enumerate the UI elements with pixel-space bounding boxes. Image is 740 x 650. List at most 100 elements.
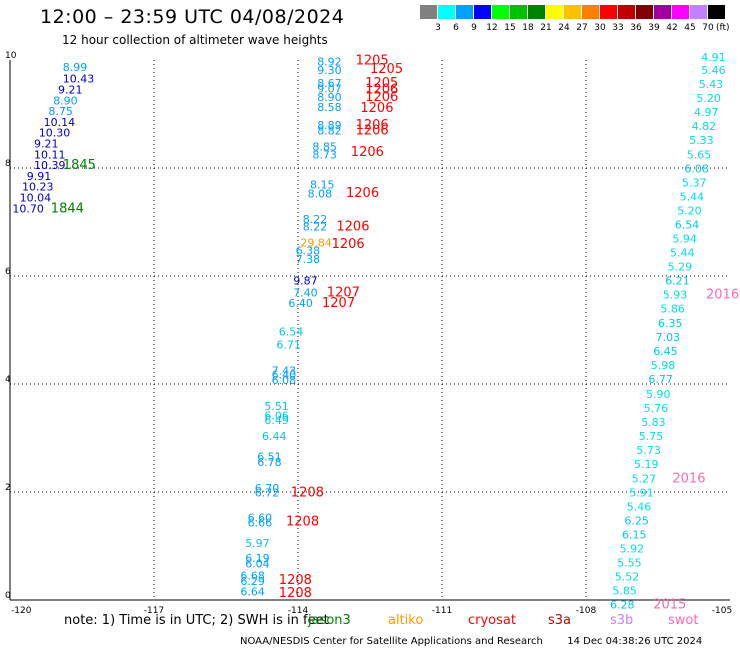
wave-height-label: 6.54	[675, 218, 700, 231]
colorbar-label: 42	[666, 23, 678, 33]
pass-time-label: 2015	[653, 598, 686, 613]
wave-height-label: 5.93	[663, 289, 688, 302]
wave-height-label: 8.08	[308, 188, 333, 201]
wave-height-label: 10.30	[39, 127, 71, 140]
colorbar-swatch	[708, 5, 725, 19]
wave-height-label: 8.22	[303, 213, 328, 226]
wave-height-label: 10.39	[34, 159, 66, 172]
wave-height-label: 5.76	[644, 402, 669, 415]
wave-height-label: 5.52	[615, 571, 640, 584]
wave-height-label: 6.04	[245, 558, 270, 571]
colorbar-swatch	[474, 5, 491, 19]
wave-height-label: 5.86	[660, 303, 685, 316]
colorbar-label: 33	[612, 23, 624, 33]
wave-height-label: 7.38	[296, 253, 321, 266]
pass-time-label: 1205	[370, 62, 403, 77]
wave-height-label: 5.97	[245, 537, 270, 550]
legend-item: cryosat	[468, 613, 516, 628]
wave-height-label: 10.04	[20, 191, 51, 204]
pass-time-label: 1844	[51, 201, 84, 216]
pass-time-label: 1206	[356, 124, 389, 139]
generated-timestamp: 14 Dec 04:38:26 UTC 2024	[567, 636, 703, 647]
pass-time-label: 1206	[336, 220, 369, 235]
pass-time-label: 1208	[279, 586, 312, 601]
wave-height-label: 8.82	[317, 125, 342, 138]
wave-height-label: 6.64	[240, 586, 265, 599]
wave-height-label: 5.33	[689, 134, 714, 147]
wave-height-label: 6.66	[248, 517, 273, 530]
wave-height-label: 6.54	[279, 325, 304, 338]
wave-height-label: 5.94	[672, 233, 697, 246]
colorbar-swatch	[600, 5, 617, 19]
pass-time-label: 1205	[356, 53, 389, 68]
wave-height-label: 9.91	[27, 170, 52, 183]
wave-height-label: 8.58	[317, 101, 342, 114]
wave-height-label: 5.98	[651, 359, 676, 372]
legend-item: s3a	[548, 613, 572, 628]
wave-height-label: 6.29	[240, 575, 265, 588]
wave-height-label: 29.84	[300, 236, 332, 249]
colorbar-label: 21	[540, 23, 552, 33]
wave-height-label: 10.14	[44, 116, 76, 129]
credit-text: NOAA/NESDIS Center for Satellite Applica…	[240, 636, 543, 647]
wave-height-label: 5.19	[634, 458, 659, 471]
wave-height-label: 7.43	[272, 364, 297, 377]
wave-height-label: 7.03	[656, 331, 681, 344]
wave-height-label: 6.35	[658, 317, 683, 330]
colorbar-label: 36	[630, 23, 642, 33]
lat-tick-label: 0	[5, 591, 11, 601]
wave-height-label: 5.91	[629, 486, 654, 499]
pass-time-label: 1207	[327, 286, 360, 301]
wave-height-label: 5.46	[701, 64, 726, 77]
pass-time-label: 1208	[291, 485, 324, 500]
pass-time-label: 1206	[346, 186, 379, 201]
pass-time-label: 1845	[63, 158, 96, 173]
pass-time-label: 1206	[351, 145, 384, 160]
wave-height-label: 5.37	[682, 176, 707, 189]
lon-tick-label: -105	[712, 606, 732, 616]
wave-height-label: 6.44	[262, 430, 287, 443]
colorbar-label: 3	[435, 23, 441, 33]
colorbar-swatch	[690, 5, 707, 19]
map-subtitle: 12 hour collection of altimeter wave hei…	[62, 33, 328, 47]
pass-time-label: 1206	[360, 101, 393, 116]
pass-time-label: 1206	[365, 90, 398, 105]
wave-height-label: 8.67	[317, 77, 342, 90]
wave-height-label: 10.70	[12, 202, 44, 215]
pass-time-label: 2016	[672, 471, 705, 486]
wave-height-label: 8.89	[317, 119, 342, 132]
pass-time-label: 1208	[286, 514, 319, 529]
colorbar-swatch	[582, 5, 599, 19]
colorbar-swatch	[654, 5, 671, 19]
legend-item: swot	[668, 613, 699, 628]
wave-height-label: 6.06	[264, 410, 289, 423]
legend-item: s3b	[610, 613, 634, 628]
pass-time-label: 1206	[356, 118, 389, 133]
colorbar-swatch	[636, 5, 653, 19]
colorbar-label: 45	[684, 23, 696, 33]
lon-tick-label: -114	[288, 606, 309, 616]
wave-height-label: 6.72	[255, 486, 279, 499]
legend-item: altiko	[388, 613, 424, 628]
colorbar-label: 24	[558, 23, 570, 33]
wave-height-label: 5.46	[627, 500, 652, 513]
wave-height-label: 6.70	[255, 482, 279, 495]
colorbar-label: 12	[486, 23, 498, 33]
wave-height-label: 6.60	[248, 512, 273, 525]
wave-height-label: 8.75	[48, 105, 73, 118]
wave-height-label: 6.08	[272, 374, 297, 387]
wave-height-label: 6.78	[257, 456, 282, 469]
wave-height-label: 8.92	[317, 55, 342, 68]
wave-height-label: 6.19	[245, 552, 270, 565]
colorbar-swatch	[510, 5, 527, 19]
colorbar-swatch	[438, 5, 455, 19]
wave-height-label: 6.40	[272, 369, 297, 382]
colorbar-label: 27	[576, 23, 588, 33]
wave-height-label: 5.20	[696, 92, 721, 105]
wave-height-label: 5.85	[612, 585, 637, 598]
wave-height-label: 6.25	[624, 514, 649, 527]
lon-tick-label: -108	[576, 606, 597, 616]
footer-credit: NOAA/NESDIS Center for Satellite Applica…	[240, 636, 702, 647]
lat-tick-label: 8	[5, 159, 11, 169]
